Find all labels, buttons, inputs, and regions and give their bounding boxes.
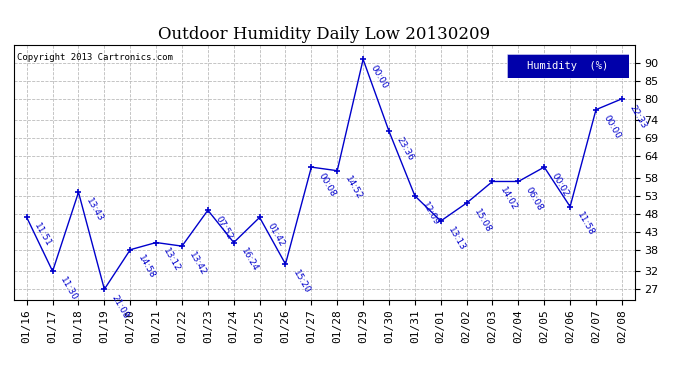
Text: 13:12: 13:12 [161,247,182,273]
Text: 11:58: 11:58 [575,211,596,238]
Text: 12:09: 12:09 [420,200,441,227]
Text: 01:42: 01:42 [265,222,286,248]
Text: 14:58: 14:58 [136,254,157,280]
Text: 00:00: 00:00 [602,114,622,141]
Text: 07:52: 07:52 [213,214,234,241]
Text: 13:43: 13:43 [84,196,105,223]
Text: 23:36: 23:36 [395,135,415,162]
Text: 00:02: 00:02 [550,171,571,198]
Title: Outdoor Humidity Daily Low 20130209: Outdoor Humidity Daily Low 20130209 [158,27,491,44]
Text: 11:30: 11:30 [58,275,79,302]
Text: 15:08: 15:08 [472,207,493,234]
Text: 11:51: 11:51 [32,222,53,249]
Text: 14:02: 14:02 [498,186,519,212]
Text: 16:24: 16:24 [239,247,260,273]
Text: 13:42: 13:42 [188,250,208,277]
Text: 21:08: 21:08 [110,293,130,320]
Text: 15:20: 15:20 [291,268,312,295]
Text: 06:08: 06:08 [524,186,544,213]
Text: 14:52: 14:52 [343,175,364,202]
Text: 00:00: 00:00 [368,63,389,90]
Text: 22:33: 22:33 [627,103,648,130]
Text: 00:08: 00:08 [317,171,337,198]
Text: Copyright 2013 Cartronics.com: Copyright 2013 Cartronics.com [17,53,172,62]
Text: 13:13: 13:13 [446,225,467,252]
